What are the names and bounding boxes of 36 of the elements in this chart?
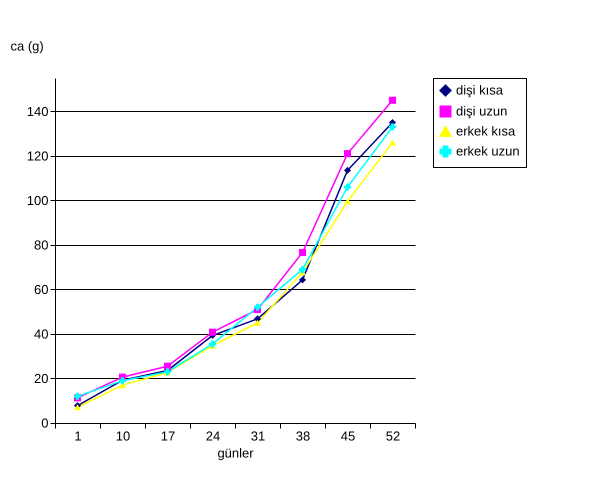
point (388, 96, 396, 104)
y-axis-title: ca (g) (10, 38, 44, 54)
x-tick-label: 24 (206, 428, 220, 444)
y-tick-label: 20 (34, 370, 48, 386)
y-tick-label: 60 (34, 282, 48, 297)
point (298, 276, 306, 284)
x-tick-label: 31 (250, 428, 266, 444)
y-tick-label: 120 (26, 148, 48, 164)
point (164, 362, 172, 370)
y-tick-label: 100 (26, 192, 48, 208)
point (254, 320, 262, 326)
legend-label: erkek kısa (456, 124, 516, 138)
point (344, 198, 352, 204)
point (388, 139, 396, 146)
point (298, 266, 306, 273)
y-tick-label: 140 (26, 104, 48, 119)
x-tick-label: 1 (74, 428, 82, 444)
x-tick-label: 38 (296, 428, 310, 444)
point (208, 328, 216, 336)
legend-label: dişi uzun (456, 104, 508, 118)
point (254, 304, 262, 311)
y-tick-label: 0 (41, 416, 48, 430)
legend-label: dişi kısa (456, 82, 504, 98)
x-tick-label: 52 (386, 428, 400, 444)
y-tick-label: 40 (34, 326, 48, 342)
y-tick-label: 80 (34, 237, 48, 252)
legend-label: erkek uzun (456, 144, 520, 158)
x-tick-label: 17 (160, 428, 176, 444)
point (388, 123, 396, 131)
x-axis-title: günler (217, 446, 254, 460)
x-tick-label: 10 (116, 428, 130, 444)
point (298, 248, 306, 256)
point (344, 150, 352, 158)
x-tick-label: 45 (340, 428, 356, 444)
point (344, 184, 352, 191)
point (344, 166, 352, 174)
